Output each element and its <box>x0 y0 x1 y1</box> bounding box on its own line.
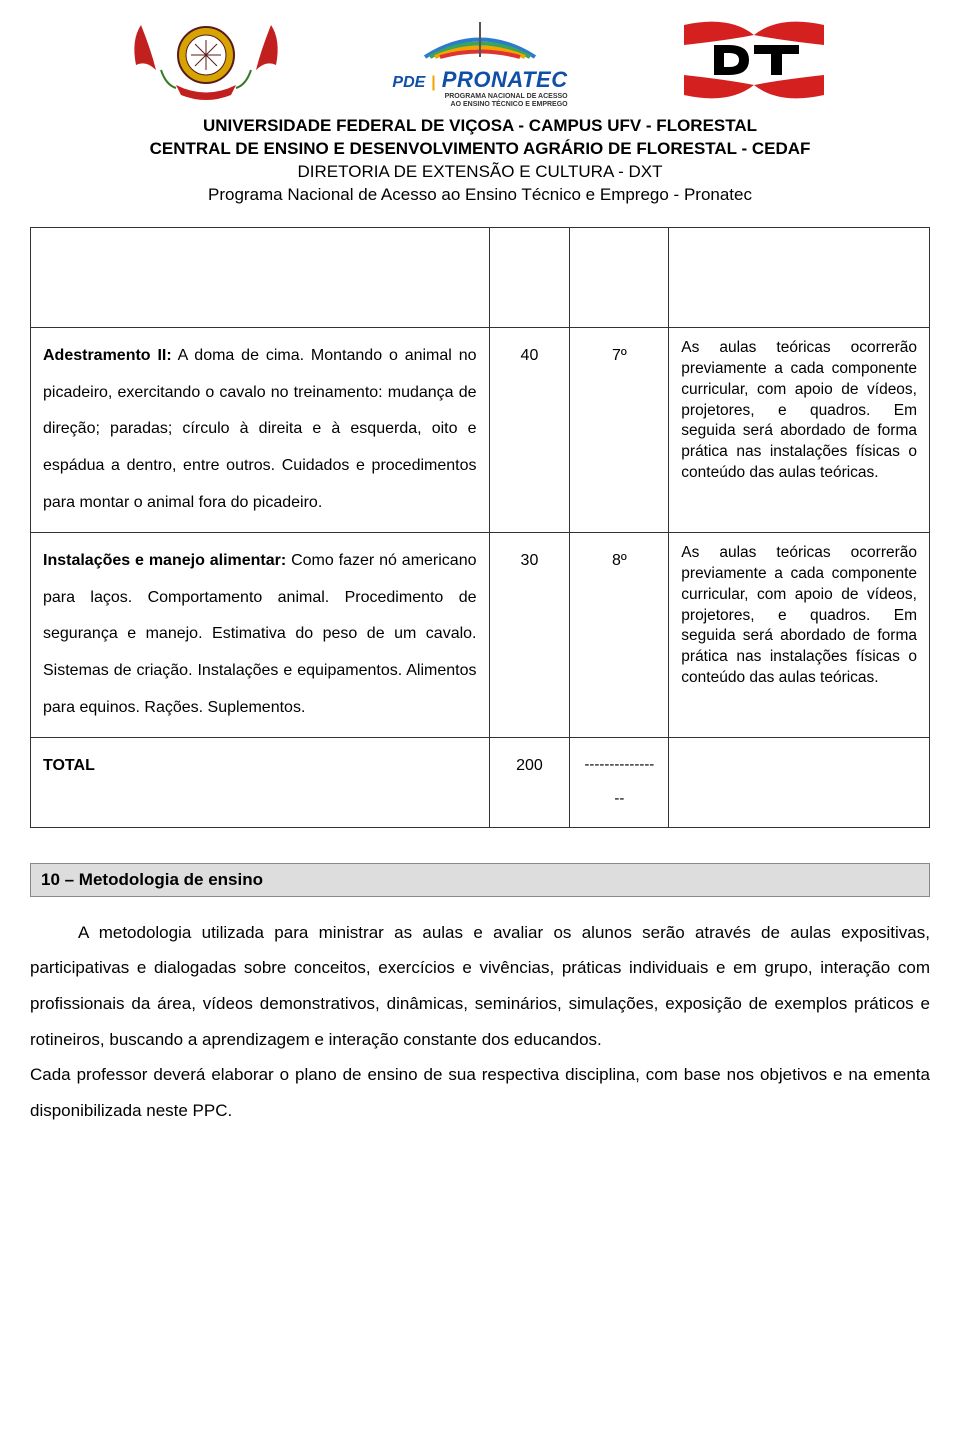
total-hours: 200 <box>489 737 570 827</box>
page: PDE | PRONATEC PROGRAMA NACIONAL DE ACES… <box>0 0 960 1169</box>
row1-title: Adestramento II: <box>43 347 172 364</box>
row1-rest: A doma de cima. Montando o animal no pic… <box>43 347 477 511</box>
table-total-row: TOTAL 200 ---------------- <box>31 737 930 827</box>
row2-description: Instalações e manejo alimentar: Como faz… <box>31 532 490 737</box>
row2-period: 8º <box>570 532 669 737</box>
paragraph-1: A metodologia utilizada para ministrar a… <box>30 915 930 1058</box>
row2-title: Instalações e manejo alimentar: <box>43 552 286 569</box>
row1-notes: As aulas teóricas ocorrerão previamente … <box>669 327 930 532</box>
table-empty-row <box>31 227 930 327</box>
row2-rest: Como fazer nó americano para laços. Comp… <box>43 552 477 716</box>
header-line-1: UNIVERSIDADE FEDERAL DE VIÇOSA - CAMPUS … <box>30 115 930 138</box>
header-line-2: CENTRAL DE ENSINO E DESENVOLVIMENTO AGRÁ… <box>30 138 930 161</box>
paragraph-2: Cada professor deverá elaborar o plano d… <box>30 1057 930 1128</box>
total-period: ---------------- <box>570 737 669 827</box>
header-line-4: Programa Nacional de Acesso ao Ensino Té… <box>30 184 930 207</box>
section-heading: 10 – Metodologia de ensino <box>30 863 930 897</box>
row2-hours: 30 <box>489 532 570 737</box>
pde-label: PDE <box>392 74 425 92</box>
pronatec-logo: PDE | PRONATEC PROGRAMA NACIONAL DE ACES… <box>392 12 567 108</box>
header-line-3: DIRETORIA DE EXTENSÃO E CULTURA - DXT <box>30 161 930 184</box>
table-row: Adestramento II: A doma de cima. Montand… <box>31 327 930 532</box>
ufv-crest-logo <box>121 10 291 110</box>
row1-period: 7º <box>570 327 669 532</box>
row2-notes: As aulas teóricas ocorrerão previamente … <box>669 532 930 737</box>
pronatec-sub1: PROGRAMA NACIONAL DE ACESSO <box>392 93 567 101</box>
row1-hours: 40 <box>489 327 570 532</box>
row1-description: Adestramento II: A doma de cima. Montand… <box>31 327 490 532</box>
dt-logo <box>669 10 839 110</box>
pronatec-label: PRONATEC <box>442 67 568 93</box>
section-body: A metodologia utilizada para ministrar a… <box>30 915 930 1129</box>
curriculum-table: Adestramento II: A doma de cima. Montand… <box>30 227 930 828</box>
table-row: Instalações e manejo alimentar: Como faz… <box>31 532 930 737</box>
total-label: TOTAL <box>31 737 490 827</box>
header-logo-row: PDE | PRONATEC PROGRAMA NACIONAL DE ACES… <box>30 0 930 115</box>
institutional-header: UNIVERSIDADE FEDERAL DE VIÇOSA - CAMPUS … <box>30 115 930 207</box>
pronatec-sub2: AO ENSINO TÉCNICO E EMPREGO <box>392 101 567 109</box>
